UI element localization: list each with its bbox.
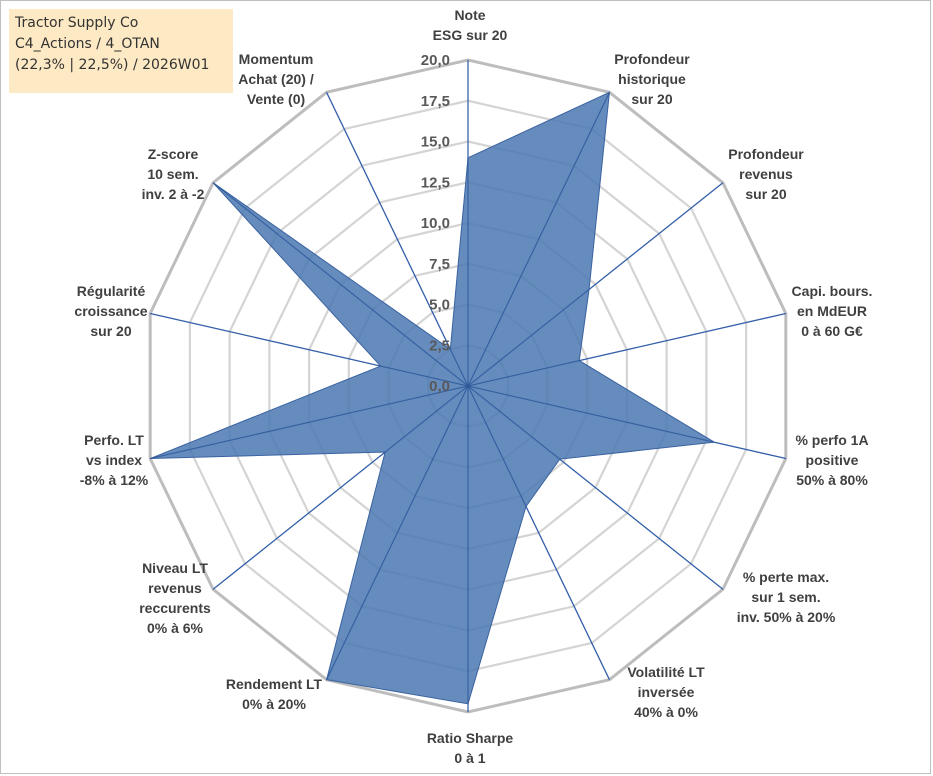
tick-label: 5,0 bbox=[429, 297, 450, 314]
tick-label: 12,5 bbox=[421, 174, 450, 191]
tick-label: 0,0 bbox=[429, 378, 450, 395]
axis-label: Perfo. LT vs index -8% à 12% bbox=[80, 432, 149, 488]
axis-spoke-overlay bbox=[212, 385, 469, 590]
axis-label: Capi. bours. en MdEUR 0 à 60 G€ bbox=[792, 283, 873, 339]
axis-spoke-overlay bbox=[467, 92, 610, 387]
axis-spoke-overlay bbox=[467, 385, 724, 590]
portfolio-label: C4_Actions / 4_OTAN bbox=[15, 36, 160, 52]
axis-label: Niveau LT revenus reccurents 0% à 6% bbox=[139, 560, 211, 636]
info-box: Tractor Supply Co C4_Actions / 4_OTAN (2… bbox=[9, 9, 233, 93]
tick-label: 2,5 bbox=[429, 337, 450, 354]
axis-label: % perfo 1A positive 50% à 80% bbox=[795, 432, 868, 488]
tick-layer: 0,0 2,5 5,0 7,5 10,0 12,5 15,0 17,5 20,0 bbox=[421, 52, 450, 395]
axis-label: Profondeur revenus sur 20 bbox=[728, 146, 804, 202]
axis-spoke-overlay bbox=[212, 182, 469, 387]
axis-label: Z-score 10 sem. inv. 2 à -2 bbox=[142, 146, 205, 202]
axis-spoke-overlay bbox=[467, 385, 610, 680]
axis-label: Ratio Sharpe 0 à 1 bbox=[427, 730, 514, 766]
axis-spoke-overlay bbox=[150, 385, 469, 460]
axis-label: % perte max. sur 1 sem. inv. 50% à 20% bbox=[737, 569, 836, 625]
axis-label: Régularité croissance sur 20 bbox=[74, 283, 147, 339]
company-name: Tractor Supply Co bbox=[15, 15, 139, 31]
axis-label: Volatilité LT inversée 40% à 0% bbox=[627, 664, 705, 720]
axis-label: Note ESG sur 20 bbox=[433, 7, 508, 43]
tick-label: 20,0 bbox=[421, 52, 450, 69]
axis-label: Momentum Achat (20) / Vente (0) bbox=[238, 51, 314, 107]
axis-spoke-overlay bbox=[467, 385, 786, 460]
axis-spoke-overlay bbox=[326, 385, 469, 680]
axis-spoke-overlay bbox=[326, 92, 469, 387]
tick-label: 10,0 bbox=[421, 215, 450, 232]
axis-label: Rendement LT 0% à 20% bbox=[226, 676, 323, 712]
axis-spoke-overlay bbox=[467, 182, 724, 387]
axis-spoke-overlay bbox=[150, 312, 469, 387]
tick-label: 17,5 bbox=[421, 93, 450, 110]
axis-label-layer: Note ESG sur 20 Profondeur historique sur 20… bbox=[74, 7, 872, 766]
axis-label: Profondeur historique sur 20 bbox=[614, 51, 690, 107]
period-label: (22,3% | 22,5%) / 2026W01 bbox=[15, 57, 210, 73]
axis-spoke-overlay bbox=[467, 312, 786, 387]
tick-label: 7,5 bbox=[429, 256, 450, 273]
series-layer bbox=[149, 60, 786, 712]
tick-label: 15,0 bbox=[421, 134, 450, 151]
